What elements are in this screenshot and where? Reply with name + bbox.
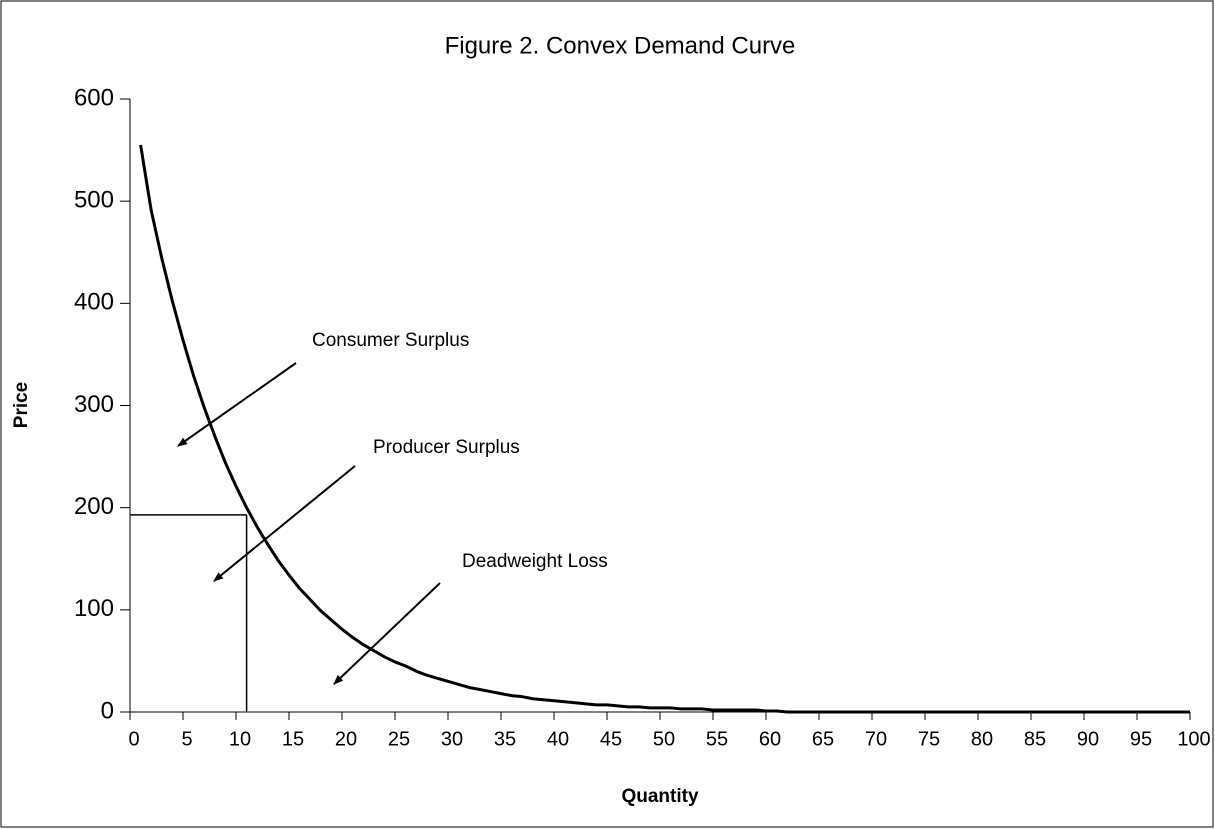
x-tick-label: 10 — [229, 728, 251, 750]
x-tick-label: 30 — [441, 728, 463, 750]
annotation: Producer Surplus — [373, 437, 520, 458]
x-tick-label: 40 — [547, 728, 569, 750]
y-tick-label: 0 — [101, 697, 114, 724]
x-tick-label: 70 — [865, 728, 887, 750]
arrow — [177, 362, 297, 447]
y-tick-label: 500 — [74, 187, 114, 214]
x-tick-label: 90 — [1077, 728, 1099, 750]
x-tick-label: 45 — [600, 728, 622, 750]
x-tick-label: 20 — [335, 728, 357, 750]
annotation: Deadweight Loss — [462, 551, 608, 572]
x-axis-label: Quantity — [621, 786, 698, 807]
x-tick-label: 25 — [388, 728, 410, 750]
arrow — [333, 582, 441, 685]
x-tick-label: 95 — [1130, 728, 1152, 750]
chart-title: Figure 2. Convex Demand Curve — [445, 32, 796, 59]
x-tick-label: 35 — [494, 728, 516, 750]
x-tick-label: 65 — [812, 728, 834, 750]
x-tick-label: 80 — [971, 728, 993, 750]
x-tick-label: 85 — [1024, 728, 1046, 750]
y-tick-label: 200 — [74, 493, 114, 520]
x-tick-label: 75 — [918, 728, 940, 750]
arrow — [213, 465, 356, 582]
x-tick-label: 100 — [1177, 728, 1210, 750]
demand-curve — [139, 144, 1190, 714]
x-tick-label: 50 — [653, 728, 675, 750]
y-axis-label: Price — [11, 382, 32, 428]
y-tick-label: 100 — [74, 595, 114, 622]
x-tick-label: 0 — [128, 728, 139, 750]
x-tick-label: 60 — [759, 728, 781, 750]
y-tick-label: 300 — [74, 391, 114, 418]
y-tick-label: 600 — [74, 84, 114, 111]
x-tick-label: 15 — [282, 728, 304, 750]
x-tick-label: 55 — [706, 728, 728, 750]
y-tick-label: 400 — [74, 289, 114, 316]
annotation: Consumer Surplus — [312, 330, 469, 351]
x-tick-label: 5 — [181, 728, 192, 750]
